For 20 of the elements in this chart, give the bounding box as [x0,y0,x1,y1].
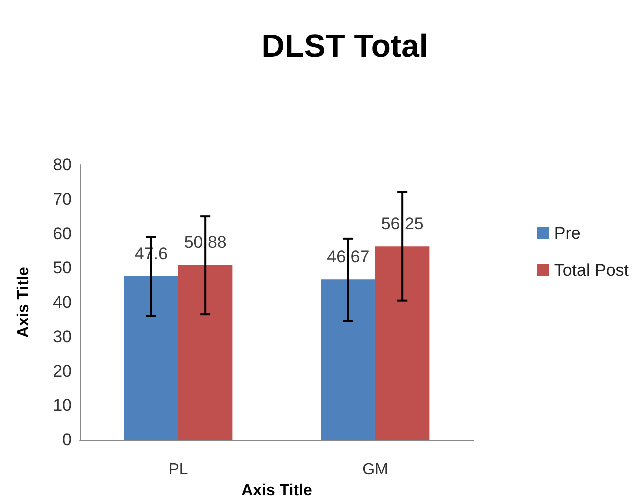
y-tick-label: 40 [53,293,72,312]
x-axis-title: Axis Title [242,482,313,500]
y-tick-label: 80 [53,156,72,174]
y-tick-label: 20 [53,362,72,381]
y-tick-label: 0 [62,430,72,450]
y-axis-title: Axis Title [16,267,32,338]
y-tick-label: 50 [53,258,72,278]
bar [178,265,233,440]
x-tick-label: PL [168,462,188,479]
legend-label: Total Post [554,261,630,280]
y-tick-label: 30 [53,327,72,346]
y-tick-label: 70 [53,190,72,209]
chart-title: DLST Total [262,28,428,64]
bar [321,280,376,440]
y-tick-label: 60 [53,224,72,244]
bar [376,246,430,440]
y-tick-label: 10 [53,396,72,416]
legend-label: Pre [554,224,581,243]
bar [124,276,178,440]
x-tick-label: GM [362,462,388,479]
